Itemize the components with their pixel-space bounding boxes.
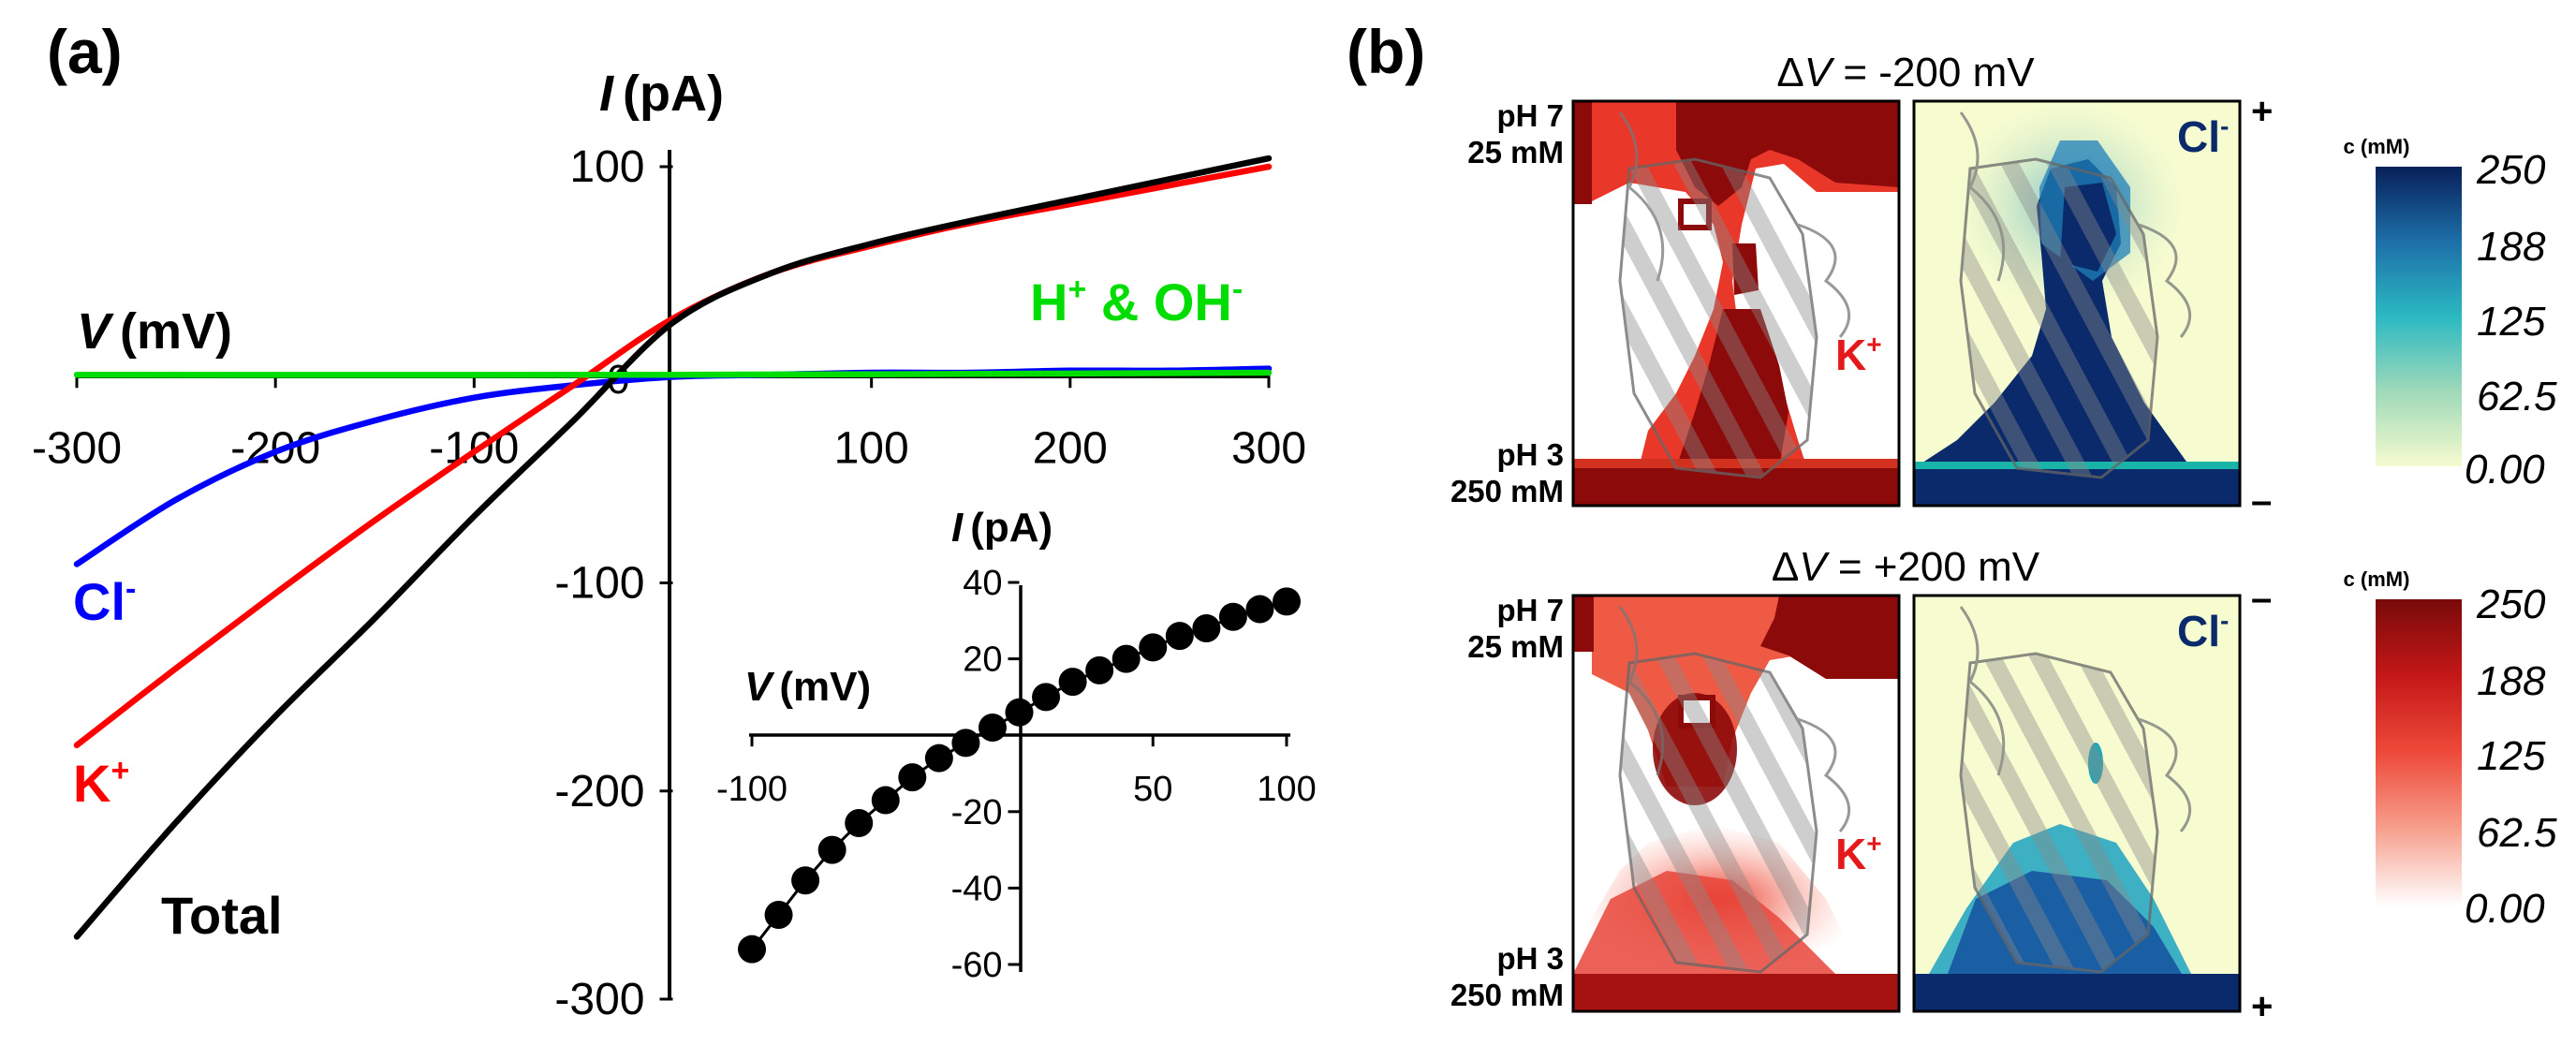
colorbar-blue-title: c (mM) [2344,135,2410,158]
main-x-tick-label: 100 [834,423,909,473]
inset-x-tick-label: 50 [1133,770,1172,809]
main-y-tick-label: 100 [569,142,644,192]
colorbar-red-tick: 125 [2477,733,2546,779]
main-series [73,155,1273,940]
inset-point [1165,622,1194,651]
inset-point [1005,698,1034,727]
series-h-oh-line [73,369,1273,378]
inset-point [951,729,980,758]
inset-y-tick-label: -20 [951,793,1003,832]
inset-y-tick-label: -60 [951,946,1003,985]
inset-point [738,935,766,964]
main-y-tick-label: -100 [554,559,644,609]
inset-x-tick-label: 100 [1257,770,1316,809]
protein-overlay-b2 [1959,111,2191,479]
inset-point [1085,655,1114,684]
map-row1-k-label: K+ [1835,330,1882,379]
inset-point [1111,644,1141,673]
inset-point [898,763,927,792]
colorbar-blue-tick: 62.5 [2477,374,2557,419]
series-total-line [73,155,1273,940]
main-x-tick-label: 300 [1231,423,1306,473]
protein-overlay-b3 [1618,606,1850,974]
inset-point [1245,595,1274,624]
inset-point [871,786,900,815]
row1-title: ΔV = -200 mV [1776,50,2035,96]
series-k-line [73,163,1273,749]
main-x-axis-title: V (mV) [77,303,232,360]
main-x-tick-label: -300 [32,423,122,473]
map-row1-cl-label: Cl- [2177,111,2229,161]
map-row1-cl-frame [1912,99,2242,508]
protein-overlay-b1 [1618,111,1850,479]
label-cl: Cl- [73,571,136,631]
inset-point [1218,602,1247,631]
colorbar-red-tick: 188 [2477,658,2546,704]
inset-y-tick-label: -40 [951,869,1003,908]
inset-points [738,587,1301,964]
panel-b: (b) ΔV = -200 mV ΔV = +200 mV pH 7 25 mM… [1347,17,2557,1027]
panel-a: (a) -300 -200 -100 100 200 300100-100-200-300… [32,17,1317,1024]
row2-side-top-ph: pH 7 [1496,593,1564,627]
map-row2-cl-label: Cl- [2177,606,2229,655]
label-total: Total [161,886,283,945]
row2-title: ΔV = +200 mV [1772,544,2040,590]
panel-a-label: (a) [47,17,123,86]
colorbar-red: c (mM) 250 188 125 62.5 0.00 [2344,567,2558,932]
inset-point [791,866,820,895]
row2-top-sign: – [2251,578,2272,619]
protein-overlay-b4 [1959,606,2191,974]
inset-point [1192,613,1221,642]
inset-y-axis-title: I (pA) [951,505,1052,551]
row1-side-bottom-conc: 250 mM [1450,474,1564,508]
main-y-tick-label: -300 [554,975,644,1024]
inset-y-tick-label: 20 [963,640,1002,680]
map-row2-cl-frame [1912,594,2242,1013]
label-k: K+ [73,753,129,813]
row2-bottom-sign: + [2251,986,2273,1027]
colorbar-blue-tick: 125 [2477,299,2546,345]
panel-b-label: (b) [1347,17,1425,86]
row2-side-bottom-conc: 250 mM [1450,978,1564,1012]
inset-point [924,743,953,773]
row1-side-top-conc: 25 mM [1467,135,1564,169]
main-y-tick-label: -200 [554,767,644,817]
inset-point [1058,668,1087,697]
row1-bottom-sign: – [2251,480,2272,522]
inset-point [1139,633,1168,662]
inset-chart: -100 50 100 40 20 -20 -40 -60 I (pA) V (mV) [716,505,1317,985]
colorbar-blue-tick: 0.00 [2465,447,2545,493]
inset-point [1032,683,1061,712]
inset-point [978,714,1007,743]
label-h-oh: H+ & OH- [1030,272,1243,331]
row1-side-top-ph: pH 7 [1496,98,1564,133]
colorbar-blue-tick: 250 [2476,147,2546,193]
colorbar-red-tick: 62.5 [2477,810,2557,856]
inset-point [845,809,874,838]
inset-x-tick-label: -100 [716,770,788,809]
colorbar-red-tick: 0.00 [2465,886,2545,932]
colorbar-blue: c (mM) 250 188 125 62.5 0.00 [2344,135,2558,493]
inset-point [1273,587,1301,616]
map-row1-k-frame [1571,99,1901,508]
main-y-axis-title: I (pA) [599,66,724,122]
map-row2-k-label: K+ [1835,829,1882,878]
row2-side-bottom-ph: pH 3 [1496,941,1564,976]
main-x-tick-label: 200 [1033,423,1108,473]
map-row2-k-frame [1571,594,1901,1013]
row2-side-top-conc: 25 mM [1467,629,1564,664]
inset-point [817,835,846,864]
inset-axis-ticks: -100 50 100 40 20 -20 -40 -60 [716,564,1317,985]
row1-side-bottom-ph: pH 3 [1496,437,1564,472]
inset-x-axis-title: V (mV) [744,664,871,710]
inset-y-tick-label: 40 [963,564,1002,603]
inset-point [764,900,793,929]
colorbar-red-tick: 250 [2476,581,2546,627]
colorbar-blue-tick: 188 [2477,224,2546,270]
colorbar-red-title: c (mM) [2344,567,2410,591]
row1-top-sign: + [2251,91,2273,132]
